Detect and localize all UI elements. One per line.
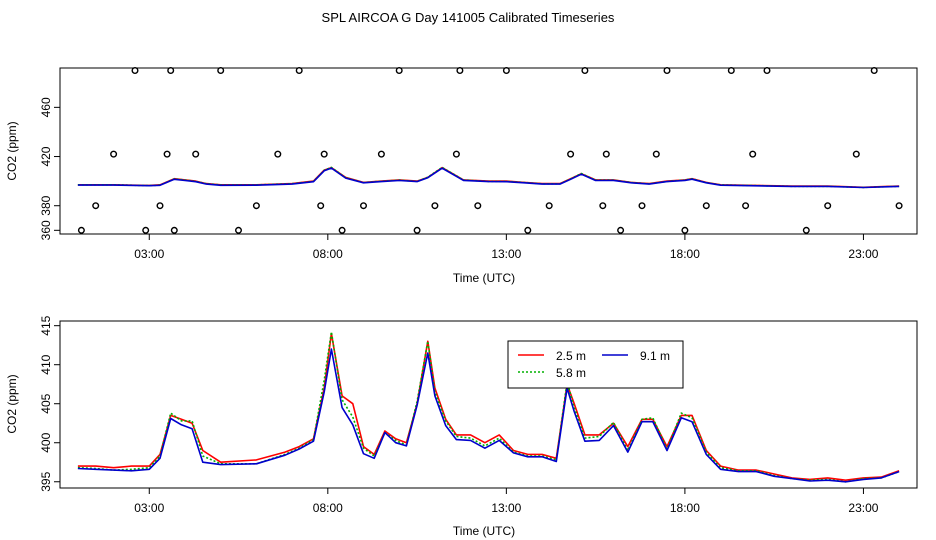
- top-data-point: [142, 226, 150, 234]
- top-data-point: [852, 150, 860, 158]
- top-series-line-2-5-m: [77, 166, 900, 189]
- top-data-point: [702, 202, 710, 210]
- top-data-point: [131, 66, 139, 74]
- bottom-x-tick-label: 18:00: [670, 501, 700, 515]
- top-y-tick-label: 420: [39, 146, 53, 166]
- legend-box: [507, 340, 684, 389]
- top-x-tick-label: 08:00: [313, 247, 343, 261]
- bottom-y-tick-label: 400: [39, 432, 53, 452]
- top-data-point: [167, 66, 175, 74]
- top-data-point: [456, 66, 464, 74]
- top-x-tick-label: 18:00: [670, 247, 700, 261]
- top-data-point: [599, 202, 607, 210]
- top-data-point: [274, 150, 282, 158]
- top-data-point: [681, 226, 689, 234]
- bottom-series-line-2-5-m: [77, 332, 900, 482]
- top-data-point: [377, 150, 385, 158]
- top-x-tick-label: 23:00: [848, 247, 878, 261]
- top-data-point: [567, 150, 575, 158]
- top-data-point: [502, 66, 510, 74]
- legend-label-5-8m: 5.8 m: [556, 366, 586, 380]
- top-data-point: [638, 202, 646, 210]
- top-data-point: [474, 202, 482, 210]
- top-data-point: [92, 202, 100, 210]
- top-data-point: [431, 202, 439, 210]
- top-data-point: [742, 202, 750, 210]
- bottom-series-line-5-8-m: [77, 331, 900, 483]
- top-y-tick-label: 460: [39, 97, 53, 117]
- top-data-point: [581, 66, 589, 74]
- top-data-point: [170, 226, 178, 234]
- top-data-point: [602, 150, 610, 158]
- top-data-point: [727, 66, 735, 74]
- bottom-panel: 395 400 405 410 415 03:00 08:00 13:00 18:00 23:0…: [5, 315, 918, 538]
- bottom-x-tick-label: 03:00: [134, 501, 164, 515]
- top-data-point: [320, 150, 328, 158]
- top-data-point: [895, 202, 903, 210]
- legend-label-9-1m: 9.1 m: [640, 349, 670, 363]
- top-data-point: [663, 66, 671, 74]
- top-data-point: [317, 202, 325, 210]
- top-data-point: [77, 226, 85, 234]
- top-x-tick-label: 13:00: [491, 247, 521, 261]
- top-series-line-5-8-m: [77, 166, 900, 189]
- bottom-y-tick-label: 415: [39, 315, 53, 335]
- top-x-tick-label: 03:00: [134, 247, 164, 261]
- top-data-point: [413, 226, 421, 234]
- bottom-x-tick-label: 13:00: [491, 501, 521, 515]
- top-data-point: [652, 150, 660, 158]
- bottom-series-line-9-1-m: [77, 348, 900, 483]
- top-data-point: [295, 66, 303, 74]
- top-data-point: [252, 202, 260, 210]
- bottom-y-tick-label: 410: [39, 354, 53, 374]
- top-data-point: [824, 202, 832, 210]
- top-data-point: [870, 66, 878, 74]
- top-data-point: [395, 66, 403, 74]
- top-y-tick-label: 380: [39, 195, 53, 215]
- top-x-axis-label: Time (UTC): [453, 271, 515, 285]
- top-data-point: [217, 66, 225, 74]
- top-data-point: [524, 226, 532, 234]
- bottom-y-tick-label: 395: [39, 471, 53, 491]
- top-data-point: [110, 150, 118, 158]
- top-data-point: [338, 226, 346, 234]
- top-plot-frame: [59, 67, 918, 235]
- bottom-x-tick-label: 23:00: [848, 501, 878, 515]
- top-panel: 360 380 420 460 03:00 08:00 13:00 18:00 23:00 C…: [5, 66, 918, 285]
- top-data-point: [156, 202, 164, 210]
- bottom-x-axis-label: Time (UTC): [453, 524, 515, 538]
- top-data-point: [617, 226, 625, 234]
- top-y-tick-label: 360: [39, 220, 53, 240]
- top-data-point: [802, 226, 810, 234]
- top-series-line-9-1-m: [77, 167, 900, 189]
- top-y-axis-label: CO2 (ppm): [5, 121, 19, 180]
- top-data-point: [163, 150, 171, 158]
- top-data-point: [452, 150, 460, 158]
- legend-label-2-5m: 2.5 m: [556, 349, 586, 363]
- top-data-point: [545, 202, 553, 210]
- top-data-point: [234, 226, 242, 234]
- bottom-y-axis-label: CO2 (ppm): [5, 374, 19, 433]
- top-data-point: [763, 66, 771, 74]
- top-data-point: [360, 202, 368, 210]
- bottom-plot-frame: [59, 320, 918, 489]
- top-data-point: [192, 150, 200, 158]
- bottom-y-tick-label: 405: [39, 393, 53, 413]
- chart-title: SPL AIRCOA G Day 141005 Calibrated Times…: [322, 10, 615, 25]
- legend: 2.5 m 9.1 m 5.8 m: [507, 340, 684, 389]
- bottom-x-tick-label: 08:00: [313, 501, 343, 515]
- top-data-point: [749, 150, 757, 158]
